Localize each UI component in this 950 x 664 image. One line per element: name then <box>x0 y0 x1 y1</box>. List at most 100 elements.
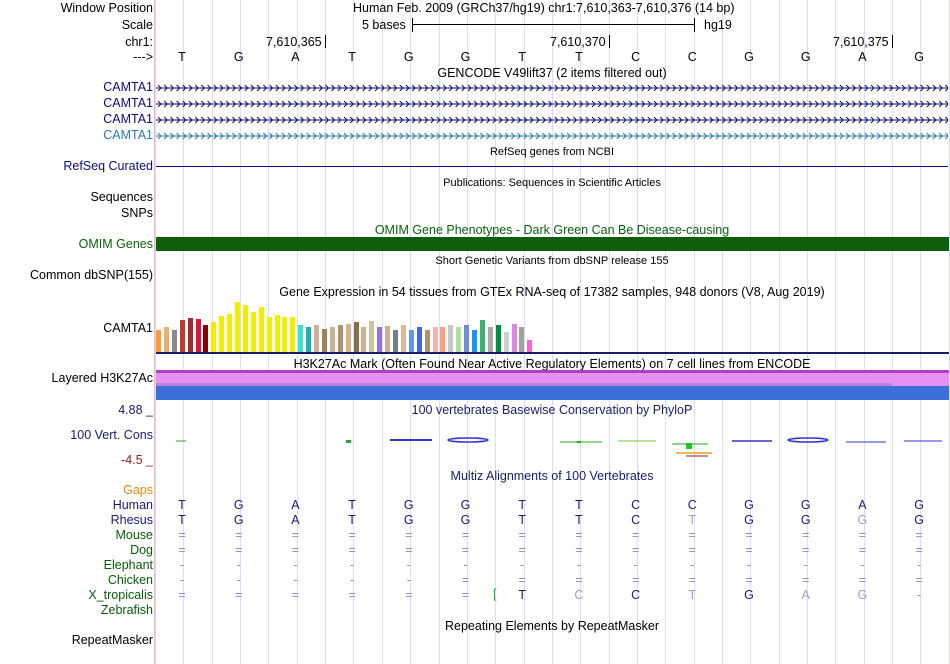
gtex-tissue-bar[interactable] <box>424 330 430 352</box>
gtex-tissue-bar[interactable] <box>385 326 391 352</box>
camta1-label-1[interactable]: CAMTA1 <box>103 80 153 94</box>
strand-chevron <box>802 100 807 108</box>
species-label[interactable]: Human <box>112 498 153 512</box>
window-position-text[interactable]: Human Feb. 2009 (GRCh37/hg19) chr1:7,610… <box>353 1 735 15</box>
gtex-tissue-bar[interactable] <box>361 327 367 352</box>
gtex-tissue-bar[interactable] <box>472 330 477 352</box>
gtex-tissue-bar[interactable] <box>369 321 375 352</box>
repeat-label[interactable]: RepeatMasker <box>71 633 153 647</box>
gtex-tissue-bar[interactable] <box>290 317 296 352</box>
gtex-tissue-bar[interactable] <box>511 324 517 352</box>
aligned-base: = <box>348 543 356 557</box>
gtex-tissue-bar[interactable] <box>377 327 383 352</box>
omim-title[interactable]: OMIM Gene Phenotypes - Dark Green Can Be… <box>374 223 730 237</box>
gtex-tissue-bar[interactable] <box>258 307 264 352</box>
gtex-tissue-bar[interactable] <box>306 327 312 352</box>
gtex-tissue-bar[interactable] <box>487 327 493 352</box>
strand-chevron <box>207 116 212 124</box>
strand-chevron <box>176 116 181 124</box>
gtex-tissue-bar[interactable] <box>400 325 406 352</box>
camta1-label-3[interactable]: CAMTA1 <box>103 112 153 126</box>
gtex-tissue-bar[interactable] <box>298 325 304 352</box>
gtex-tissue-bar[interactable] <box>495 325 501 352</box>
gtex-tissue-bar[interactable] <box>329 327 335 352</box>
gencode-transcript-1[interactable] <box>156 82 948 94</box>
gtex-tissue-bar[interactable] <box>179 320 185 352</box>
repeat-title[interactable]: Repeating Elements by RepeatMasker <box>444 619 660 633</box>
gtex-tissue-bar[interactable] <box>464 325 470 352</box>
gtex-tissue-bar[interactable] <box>440 327 446 352</box>
gtex-tissue-bar[interactable] <box>314 325 319 352</box>
species-label[interactable]: X_tropicalis <box>88 588 153 602</box>
omim-bar[interactable] <box>156 237 949 251</box>
h3k27-label[interactable]: Layered H3K27Ac <box>51 371 153 385</box>
gtex-tissue-bar[interactable] <box>527 340 533 352</box>
refseq-line[interactable] <box>156 166 948 167</box>
gtex-bar-chart[interactable] <box>156 298 948 352</box>
gtex-tissue-bar[interactable] <box>519 327 525 352</box>
camta1-label-2[interactable]: CAMTA1 <box>103 96 153 110</box>
species-label[interactable]: Elephant <box>103 558 153 572</box>
gtex-tissue-bar[interactable] <box>242 305 248 352</box>
multiz-title[interactable]: Multiz Alignments of 100 Vertebrates <box>450 469 654 483</box>
gtex-tissue-bar[interactable] <box>250 312 256 352</box>
gaps-label[interactable]: Gaps <box>123 483 153 497</box>
aligned-base: G <box>744 513 754 527</box>
gtex-tissue-bar[interactable] <box>203 325 209 352</box>
gtex-tissue-bar[interactable] <box>321 329 327 352</box>
pubs-title[interactable]: Publications: Sequences in Scientific Ar… <box>443 177 661 189</box>
gtex-tissue-bar[interactable] <box>266 317 272 352</box>
strand-chevron <box>256 84 261 92</box>
cons-title[interactable]: 100 vertebrates Basewise Conservation by… <box>411 403 693 417</box>
gtex-tissue-bar[interactable] <box>274 315 280 352</box>
strand-chevron <box>907 84 912 92</box>
gtex-tissue-bar[interactable] <box>156 330 161 352</box>
dbsnp-title[interactable]: Short Genetic Variants from dbSNP releas… <box>435 255 669 267</box>
strand-chevron <box>883 132 888 140</box>
gtex-tissue-bar[interactable] <box>211 322 217 352</box>
species-label[interactable]: Rhesus <box>110 513 153 527</box>
camta1-label-4[interactable]: CAMTA1 <box>103 128 153 142</box>
species-label[interactable]: Mouse <box>115 528 153 542</box>
gtex-tissue-bar[interactable] <box>171 330 177 352</box>
strand-chevron <box>858 132 863 140</box>
gtex-tissue-bar[interactable] <box>408 330 414 352</box>
snps-label[interactable]: SNPs <box>121 206 153 220</box>
gtex-tissue-bar[interactable] <box>282 317 288 352</box>
gencode-transcript-3[interactable] <box>156 114 948 126</box>
gtex-tissue-bar[interactable] <box>227 314 233 352</box>
gtex-tissue-bar[interactable] <box>479 320 485 352</box>
sequences-label[interactable]: Sequences <box>90 190 153 204</box>
omim-label[interactable]: OMIM Genes <box>78 237 153 251</box>
species-label[interactable]: Zebrafish <box>100 603 153 617</box>
strand-chevron <box>238 100 243 108</box>
gtex-tissue-bar[interactable] <box>195 319 201 352</box>
gtex-title[interactable]: Gene Expression in 54 tissues from GTEx … <box>279 285 825 299</box>
gencode-transcript-4[interactable] <box>156 130 948 142</box>
h3k27-signal[interactable] <box>156 370 949 400</box>
gtex-tissue-bar[interactable] <box>432 327 438 352</box>
gencode-title[interactable]: GENCODE V49lift37 (2 items filtered out) <box>437 66 667 80</box>
gtex-tissue-bar[interactable] <box>393 330 398 352</box>
cons-label[interactable]: 100 Vert. Cons <box>70 428 153 442</box>
gencode-transcript-2[interactable] <box>156 98 948 110</box>
gtex-tissue-bar[interactable] <box>503 332 509 352</box>
dbsnp-label[interactable]: Common dbSNP(155) <box>30 268 153 282</box>
refseq-label[interactable]: RefSeq Curated <box>63 159 153 173</box>
species-label[interactable]: Chicken <box>107 573 153 587</box>
gtex-tissue-bar[interactable] <box>235 302 240 352</box>
gtex-tissue-bar[interactable] <box>448 325 454 352</box>
gtex-tissue-bar[interactable] <box>163 327 169 352</box>
gtex-label[interactable]: CAMTA1 <box>103 321 153 335</box>
species-label[interactable]: Dog <box>130 543 153 557</box>
gtex-tissue-bar[interactable] <box>416 327 422 352</box>
refseq-title[interactable]: RefSeq genes from NCBI <box>489 146 615 158</box>
cons-signal[interactable] <box>156 430 949 460</box>
h3k27-title[interactable]: H3K27Ac Mark (Often Found Near Active Re… <box>293 357 811 371</box>
gtex-tissue-bar[interactable] <box>456 327 462 352</box>
gtex-tissue-bar[interactable] <box>345 324 351 352</box>
gtex-tissue-bar[interactable] <box>219 316 225 352</box>
gtex-tissue-bar[interactable] <box>187 318 193 352</box>
gtex-tissue-bar[interactable] <box>337 325 343 352</box>
gtex-tissue-bar[interactable] <box>353 322 359 352</box>
